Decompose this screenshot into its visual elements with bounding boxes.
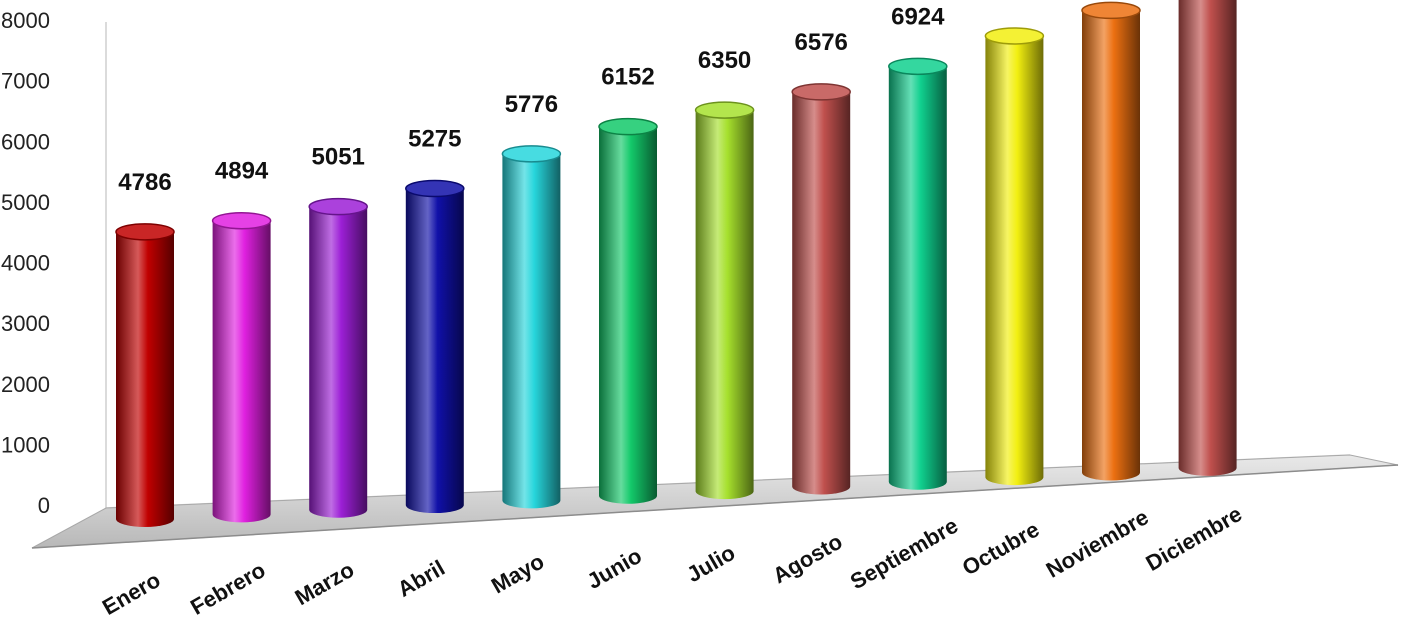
bar-marzo bbox=[308, 197, 368, 518]
x-tick-label: Julio bbox=[682, 540, 739, 587]
x-tick-label: Septiembre bbox=[846, 513, 962, 595]
bar-diciembre bbox=[1178, 0, 1237, 476]
bar-body bbox=[116, 231, 174, 527]
bar-cap bbox=[1081, 1, 1141, 20]
bar-octubre bbox=[984, 27, 1045, 486]
bar-cap bbox=[984, 27, 1045, 45]
x-tick-label: Agosto bbox=[768, 529, 846, 589]
data-label: 5275 bbox=[408, 126, 461, 153]
bar-cap bbox=[598, 117, 658, 136]
data-label: 6152 bbox=[601, 64, 654, 91]
bar-cap bbox=[405, 179, 465, 198]
bar-body bbox=[695, 110, 754, 500]
bars bbox=[115, 0, 1237, 527]
bar-agosto bbox=[791, 83, 851, 495]
x-tick-label: Enero bbox=[98, 567, 165, 620]
data-label: 6924 bbox=[891, 3, 945, 30]
bar-septiembre bbox=[888, 57, 948, 490]
y-tick-label: 1000 bbox=[1, 432, 50, 457]
y-tick-label: 5000 bbox=[1, 190, 50, 215]
bar-julio bbox=[694, 101, 755, 500]
data-label: 5776 bbox=[505, 91, 558, 118]
y-tick-label: 6000 bbox=[1, 129, 50, 154]
bar-cap bbox=[791, 83, 851, 101]
x-tick-label: Junio bbox=[583, 543, 646, 594]
data-label: 4894 bbox=[215, 158, 269, 185]
x-tick-label: Mayo bbox=[487, 549, 548, 599]
data-label: 4786 bbox=[118, 169, 171, 196]
y-axis: 0 1000 2000 3000 4000 5000 6000 7000 8000 bbox=[1, 8, 50, 518]
bar-body bbox=[792, 91, 851, 495]
bar-cap bbox=[211, 211, 272, 230]
data-label: 5051 bbox=[312, 144, 365, 171]
bar-febrero bbox=[211, 211, 272, 523]
bar-junio bbox=[598, 117, 658, 504]
data-label: 6576 bbox=[795, 29, 848, 56]
bar-body bbox=[1082, 10, 1140, 481]
y-tick-label: 8000 bbox=[1, 8, 50, 33]
bar-body bbox=[599, 126, 657, 504]
x-tick-label: Marzo bbox=[291, 557, 359, 610]
bar-body bbox=[985, 35, 1044, 486]
bar-body bbox=[212, 220, 271, 523]
bar-enero bbox=[115, 223, 175, 527]
bar-body bbox=[1178, 0, 1237, 476]
y-tick-label: 7000 bbox=[1, 69, 50, 94]
bar-cap bbox=[308, 197, 368, 216]
y-tick-label: 4000 bbox=[1, 251, 50, 276]
bar-body bbox=[405, 188, 464, 514]
y-tick-label: 3000 bbox=[1, 311, 50, 336]
y-tick-label: 2000 bbox=[1, 372, 50, 397]
bar-body bbox=[502, 153, 561, 509]
x-tick-label: Octubre bbox=[958, 517, 1044, 581]
data-labels: 4786489450515275577661526350657669247353… bbox=[118, 3, 945, 196]
bar-mayo bbox=[501, 145, 562, 509]
x-tick-label: Febrero bbox=[186, 557, 269, 620]
bar-body bbox=[888, 66, 947, 490]
x-tick-label: Diciembre bbox=[1142, 501, 1247, 576]
bar-abril bbox=[405, 179, 465, 514]
bar-cap bbox=[501, 145, 562, 163]
x-tick-label: Noviembre bbox=[1042, 504, 1153, 583]
bar-cap bbox=[888, 57, 948, 76]
bar-noviembre bbox=[1081, 1, 1141, 481]
bar-cap bbox=[694, 101, 755, 119]
y-tick-label: 0 bbox=[38, 493, 50, 518]
bar-cap bbox=[115, 223, 175, 241]
data-label: 6350 bbox=[698, 47, 751, 74]
bar-body bbox=[309, 206, 368, 518]
x-axis-line bbox=[31, 464, 1399, 549]
x-tick-label: Abril bbox=[393, 555, 449, 602]
